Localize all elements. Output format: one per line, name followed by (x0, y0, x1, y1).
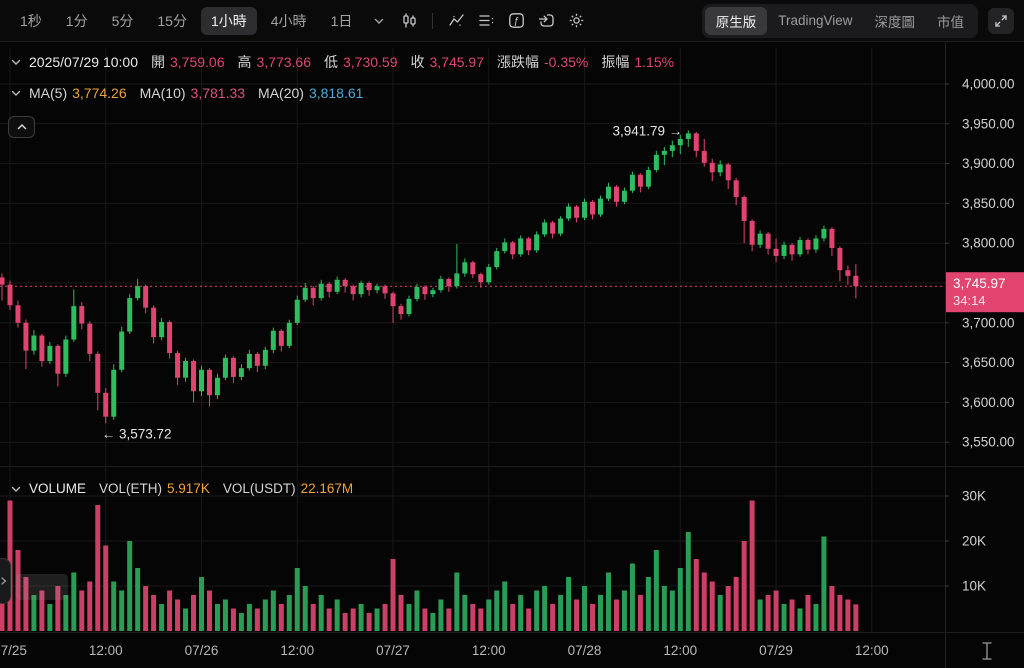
timeframe-1d[interactable]: 1日 (330, 12, 353, 29)
ma-readout: MA(5) 3,774.26 MA(10) 3,781.33 MA(20) 3,… (10, 85, 376, 101)
svg-text:34:14: 34:14 (953, 293, 986, 308)
svg-text:3,745.97: 3,745.97 (953, 276, 1006, 291)
svg-text:3,950.00: 3,950.00 (962, 116, 1015, 131)
svg-text:3,550.00: 3,550.00 (962, 435, 1015, 450)
chevron-down-icon[interactable] (366, 8, 392, 34)
svg-text:3,941.79 →: 3,941.79 → (612, 123, 682, 138)
chart-toolbar: 1秒 1分 5分 15分 1小時 4小時 1日 (0, 0, 1024, 42)
collapse-ohlc-icon[interactable] (10, 56, 22, 68)
ma10-value: 3,781.33 (190, 85, 246, 101)
vol-usdt-value: 22.167M (300, 481, 354, 496)
tab-native[interactable]: 原生版 (704, 6, 768, 35)
vol-eth-value: 5.917K (167, 481, 210, 496)
ma20-label: MA(20) (258, 85, 304, 101)
timeframe-4h[interactable]: 4小時 (270, 12, 307, 29)
svg-text:12:00: 12:00 (280, 643, 314, 658)
svg-text:3,900.00: 3,900.00 (962, 156, 1015, 171)
open-value: 3,759.06 (170, 54, 225, 70)
side-panel-handle[interactable] (0, 558, 11, 604)
view-mode-tabs: 原生版 TradingView 深度圖 市值 (701, 3, 978, 38)
timeframe-1h[interactable]: 1小時 (200, 6, 257, 35)
svg-text:12:00: 12:00 (472, 643, 506, 658)
svg-text:3,650.00: 3,650.00 (962, 355, 1015, 370)
ma5-label: MA(5) (29, 85, 68, 101)
timeframe-5m[interactable]: 5分 (111, 12, 134, 29)
svg-text:07/27: 07/27 (376, 643, 410, 658)
candlestick-icon[interactable] (396, 8, 422, 34)
timeframe-15m[interactable]: 15分 (157, 12, 187, 29)
collapse-volume-icon[interactable] (10, 483, 22, 495)
timeframe-1s[interactable]: 1秒 (20, 12, 42, 29)
svg-text:← 3,573.72: ← 3,573.72 (102, 426, 172, 441)
high-label: 高 (237, 54, 252, 70)
svg-text:4,000.00: 4,000.00 (962, 77, 1015, 92)
svg-text:12:00: 12:00 (89, 643, 123, 658)
toolbar-divider (432, 12, 434, 29)
tab-depth[interactable]: 深度圖 (874, 14, 916, 30)
vol-usdt-label: VOL(USDT) (222, 481, 296, 496)
indicator-icon[interactable] (443, 8, 469, 34)
svg-text:07/25: 07/25 (0, 643, 27, 658)
timeframe-1m[interactable]: 1分 (65, 12, 88, 29)
ma5-value: 3,774.26 (72, 85, 127, 101)
volume-readout: VOLUME VOL(ETH) 5.917K VOL(USDT) 22.167M (10, 481, 366, 496)
svg-text:3,800.00: 3,800.00 (962, 236, 1015, 251)
low-label: 低 (324, 54, 338, 70)
tab-marketcap[interactable]: 市值 (937, 14, 964, 30)
vol-eth-label: VOL(ETH) (99, 481, 163, 496)
ohlc-readout: 2025/07/29 10:00 開 3,759.06 高 3,773.66 低… (10, 52, 687, 72)
svg-text:3,850.00: 3,850.00 (962, 196, 1015, 211)
svg-text:20K: 20K (962, 534, 986, 549)
ma10-label: MA(10) (139, 85, 186, 101)
timeframe-group: 1秒 1分 5分 15分 1小時 4小時 1日 (10, 6, 589, 35)
collapse-ma-icon[interactable] (10, 87, 22, 99)
ghost-overlay-box (16, 574, 68, 600)
fx-icon[interactable]: ƒ (503, 8, 529, 34)
tab-tradingview[interactable]: TradingView (778, 13, 853, 28)
svg-text:3,600.00: 3,600.00 (962, 395, 1015, 410)
volume-title: VOLUME (29, 481, 87, 496)
ma20-value: 3,818.61 (308, 85, 364, 101)
svg-text:3,700.00: 3,700.00 (962, 315, 1015, 330)
svg-text:30K: 30K (962, 489, 986, 504)
svg-text:12:00: 12:00 (663, 643, 697, 658)
change-label: 漲跌幅 (497, 54, 539, 70)
candle-datetime: 2025/07/29 10:00 (29, 54, 138, 70)
change-value: -0.35% (544, 54, 589, 70)
svg-text:10K: 10K (962, 579, 986, 594)
list-settings-icon[interactable] (473, 8, 499, 34)
svg-text:07/28: 07/28 (568, 643, 602, 658)
high-value: 3,773.66 (256, 54, 312, 70)
amplitude-label: 振幅 (601, 54, 630, 70)
svg-text:07/26: 07/26 (185, 643, 219, 658)
open-label: 開 (151, 54, 165, 70)
export-icon[interactable] (533, 8, 559, 34)
svg-text:12:00: 12:00 (855, 643, 889, 658)
amplitude-value: 1.15% (634, 54, 675, 70)
collapse-pane-button[interactable] (8, 116, 35, 138)
svg-text:ƒ: ƒ (514, 16, 520, 27)
close-label: 收 (410, 54, 425, 70)
low-value: 3,730.59 (343, 54, 398, 70)
fullscreen-icon[interactable] (988, 7, 1014, 34)
gear-icon[interactable] (563, 8, 589, 34)
svg-text:07/29: 07/29 (759, 643, 793, 658)
close-value: 3,745.97 (429, 54, 485, 70)
